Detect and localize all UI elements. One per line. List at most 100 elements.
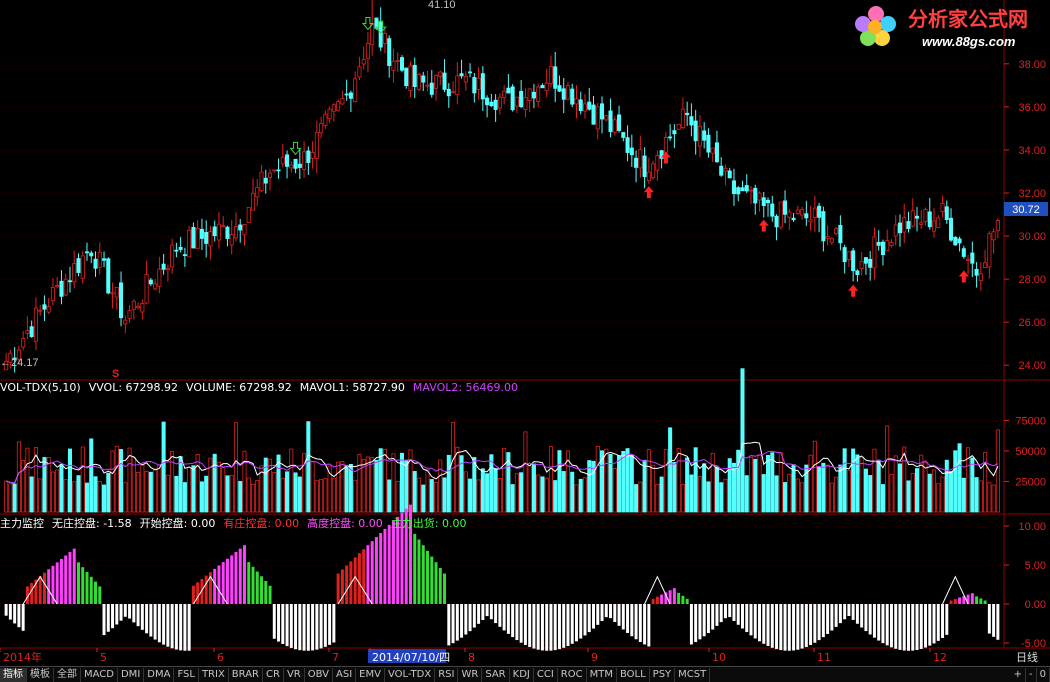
- osc-bar: [157, 604, 161, 643]
- osc-signal-line: [942, 575, 969, 605]
- osc-bar: [732, 604, 736, 621]
- tab-dma[interactable]: DMA: [144, 667, 175, 682]
- candle-body: [114, 286, 119, 298]
- tab-sar[interactable]: SAR: [482, 667, 510, 682]
- candle-body: [995, 220, 1000, 232]
- volume-bar: [591, 460, 596, 513]
- tab-vr[interactable]: VR: [284, 667, 305, 682]
- candle-body: [621, 132, 626, 138]
- volume-bar: [578, 478, 583, 513]
- tab-brar[interactable]: BRAR: [229, 667, 263, 682]
- candle-body: [127, 310, 132, 319]
- osc-bar: [579, 604, 583, 639]
- osc-bar: [315, 604, 319, 650]
- tab-全部[interactable]: 全部: [54, 667, 81, 682]
- tab-fsl[interactable]: FSL: [174, 667, 199, 682]
- volume-bar: [923, 462, 928, 513]
- candle-body: [936, 217, 941, 228]
- tab-psy[interactable]: PSY: [650, 667, 676, 682]
- osc-bar: [285, 604, 289, 647]
- volume-bar: [365, 456, 370, 513]
- osc-bar: [85, 571, 89, 604]
- tab-rsi[interactable]: RSI: [435, 667, 459, 682]
- tab-obv[interactable]: OBV: [305, 667, 333, 682]
- osc-bar: [838, 604, 842, 624]
- osc-bar: [13, 604, 17, 624]
- tab-trix[interactable]: TRIX: [199, 667, 229, 682]
- volume-bar: [476, 479, 481, 513]
- tab-roc[interactable]: ROC: [558, 667, 587, 682]
- tab-模板[interactable]: 模板: [27, 667, 54, 682]
- tab-cci[interactable]: CCI: [534, 667, 558, 682]
- candle-body: [391, 60, 396, 71]
- tab-asi[interactable]: ASI: [333, 667, 357, 682]
- candle-body: [361, 59, 366, 65]
- volume-bar: [285, 471, 290, 513]
- osc-bar: [992, 604, 996, 637]
- osc-bar: [630, 604, 634, 637]
- osc-bar: [111, 604, 115, 629]
- osc-bar: [140, 604, 144, 630]
- tab-cr[interactable]: CR: [263, 667, 284, 682]
- osc-bar: [149, 604, 153, 637]
- osc-bar: [213, 568, 217, 604]
- volume-bar: [25, 447, 30, 513]
- osc-bar: [89, 576, 93, 604]
- tab-wr[interactable]: WR: [458, 667, 483, 682]
- candle-body: [655, 155, 660, 171]
- candle-body: [851, 250, 856, 272]
- tab-macd[interactable]: MACD: [81, 667, 118, 682]
- osc-bar: [796, 604, 800, 650]
- candle-body: [876, 241, 881, 246]
- volume-bar: [336, 461, 341, 513]
- osc-bar: [813, 604, 817, 643]
- volume-bar: [319, 478, 324, 513]
- volume-bar: [187, 467, 192, 513]
- buy-arrow-icon: [643, 186, 654, 199]
- osc-bar: [685, 598, 689, 604]
- candle-body: [370, 23, 375, 46]
- volume-bar: [221, 467, 226, 513]
- candle-body: [812, 207, 817, 218]
- zoom-button[interactable]: 0: [1037, 667, 1050, 682]
- candle-body: [625, 137, 630, 153]
- osc-bar: [225, 558, 229, 604]
- osc-bar: [272, 604, 276, 639]
- osc-bar: [481, 604, 485, 620]
- volume-bar: [668, 427, 673, 513]
- tab-vol-tdx[interactable]: VOL-TDX: [385, 667, 436, 682]
- osc-bar: [242, 545, 246, 604]
- volume-bar: [229, 475, 234, 513]
- volume-bar: [646, 449, 651, 513]
- tab-kdj[interactable]: KDJ: [510, 667, 534, 682]
- tab-mcst[interactable]: MCST: [675, 667, 711, 682]
- tab-mtm[interactable]: MTM: [587, 667, 617, 682]
- zoom-button[interactable]: +: [1011, 667, 1027, 682]
- osc-bar: [745, 604, 749, 633]
- legend-item: VVOL: 67298.92: [89, 381, 178, 394]
- osc-bar: [779, 604, 783, 651]
- tab-指标[interactable]: 指标: [0, 667, 27, 682]
- candle-body: [365, 43, 370, 60]
- volume-bar: [685, 457, 690, 513]
- candle-body: [919, 222, 924, 225]
- tab-dmi[interactable]: DMI: [118, 667, 145, 682]
- candle-body: [902, 217, 907, 233]
- zoom-button[interactable]: -: [1026, 667, 1037, 682]
- volume-bar: [131, 457, 136, 513]
- candle-body: [638, 149, 643, 169]
- osc-bar: [557, 604, 561, 650]
- volume-bar: [902, 446, 907, 513]
- tab-emv[interactable]: EMV: [356, 667, 385, 682]
- volume-bar: [812, 440, 817, 513]
- osc-bar: [736, 604, 740, 625]
- osc-bar: [834, 604, 838, 627]
- candle-body: [949, 217, 954, 241]
- volume-bar: [136, 472, 141, 513]
- tab-boll[interactable]: BOLL: [617, 667, 650, 682]
- volume-bar: [753, 458, 758, 513]
- candle-body: [416, 74, 422, 90]
- date-label: 9: [591, 651, 598, 664]
- volume-bar: [33, 447, 38, 513]
- date-label: 2014年: [3, 650, 42, 664]
